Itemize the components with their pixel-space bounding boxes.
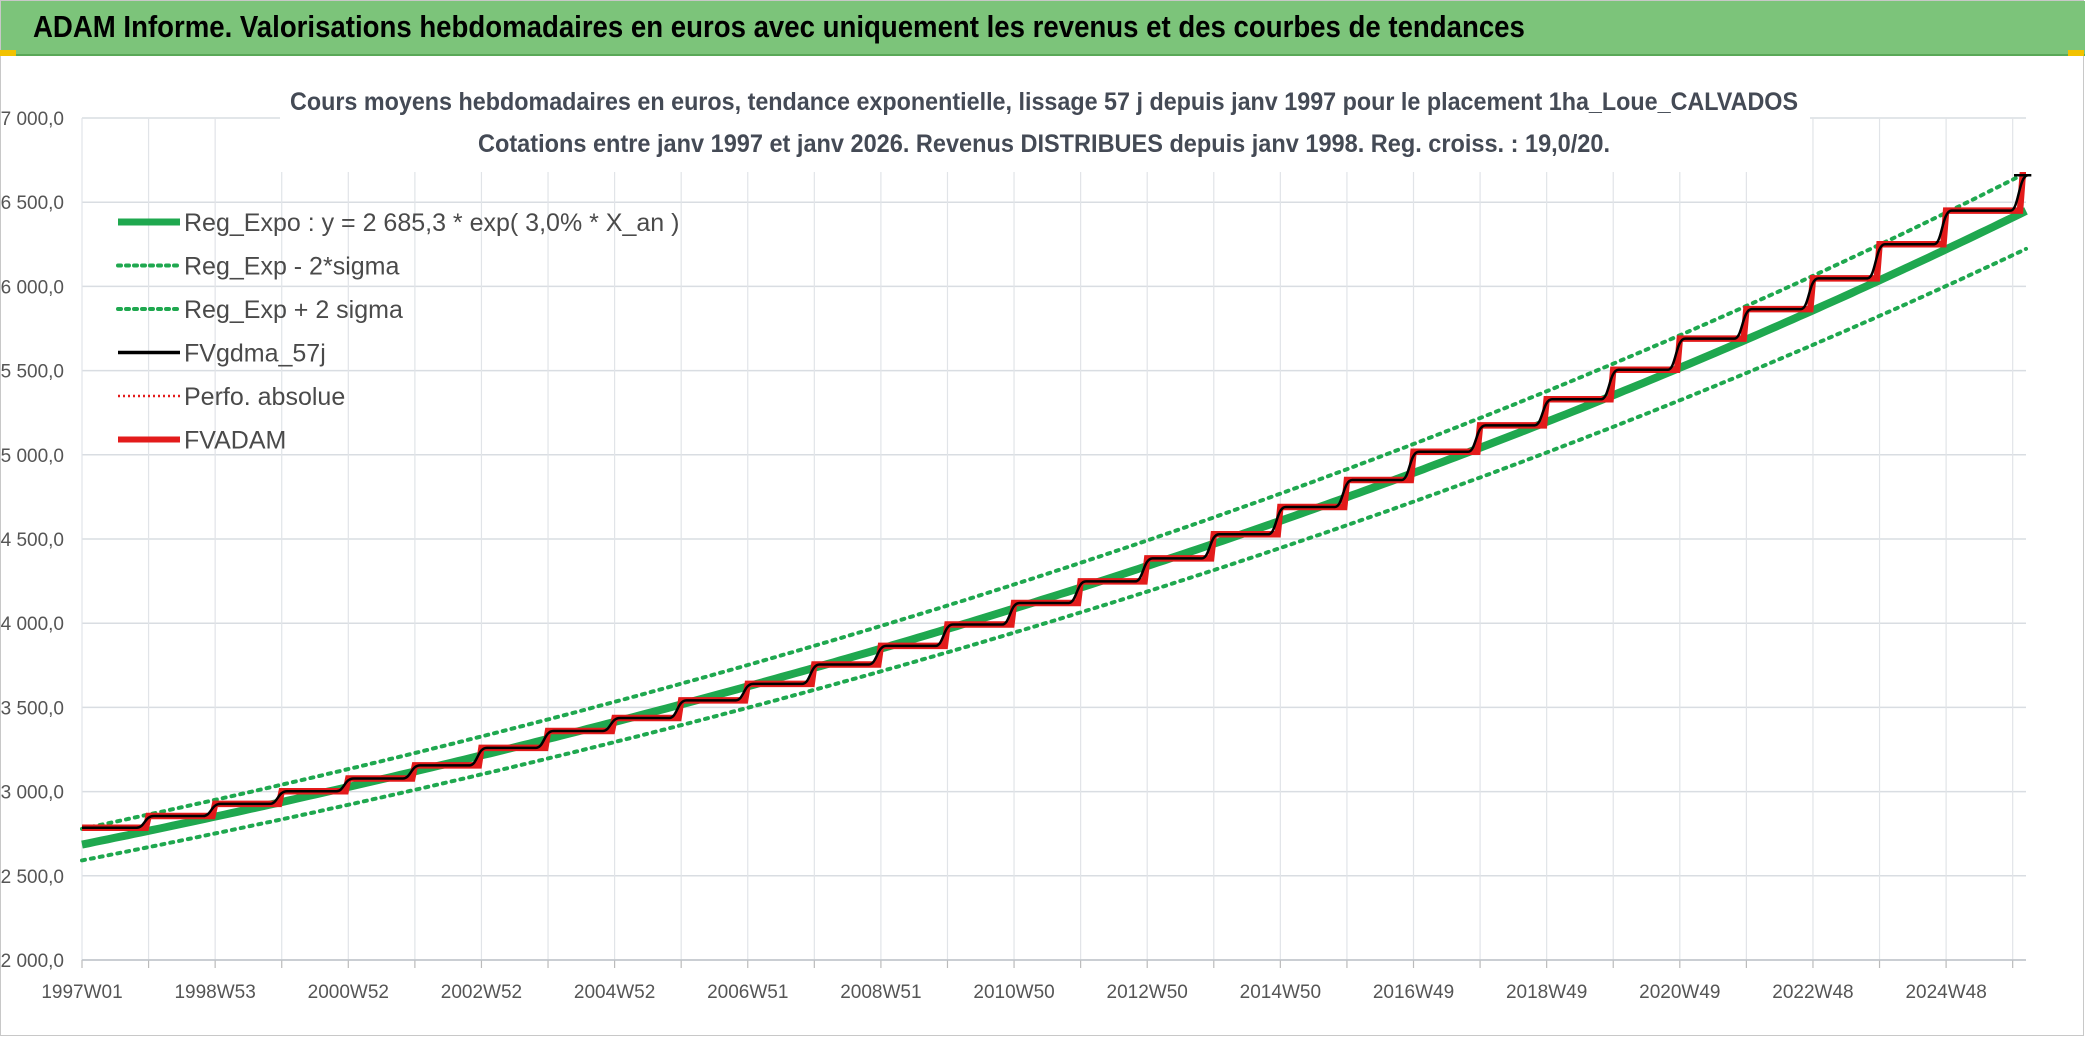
y-tick-label: 2 000,0 [1, 951, 64, 972]
x-tick-label: 2004W52 [574, 982, 655, 1003]
report-title: ADAM Informe. Valorisations hebdomadaire… [33, 9, 1525, 44]
chart-title: Cours moyens hebdomadaires en euros, ten… [290, 88, 1798, 116]
x-tick-label: 2022W48 [1772, 982, 1853, 1003]
corner-marker [0, 50, 16, 56]
legend-label: Perfo. absolue [184, 383, 345, 411]
y-tick-label: 6 000,0 [1, 277, 64, 298]
x-tick-label: 2000W52 [308, 982, 389, 1003]
legend-label: Reg_Exp + 2 sigma [184, 296, 403, 324]
x-tick-label: 2014W50 [1240, 982, 1321, 1003]
legend-label: Reg_Exp - 2*sigma [184, 253, 399, 281]
chart-subtitle: Cotations entre janv 1997 et janv 2026. … [478, 130, 1610, 158]
corner-marker [2068, 50, 2084, 56]
series-reg-plus-2sigma [80, 170, 2028, 831]
x-tick-label: 2010W50 [973, 982, 1054, 1003]
x-tick-label: 2002W52 [441, 982, 522, 1003]
y-tick-label: 2 500,0 [1, 867, 64, 888]
series-reg-minus-2sigma [80, 246, 2028, 863]
x-tick-label: 2008W51 [840, 982, 921, 1003]
legend-label: FVADAM [184, 427, 286, 455]
y-tick-label: 4 000,0 [1, 614, 64, 635]
x-tick-label: 2016W49 [1373, 982, 1454, 1003]
grid [81, 117, 2026, 968]
y-tick-label: 7 000,0 [1, 109, 64, 130]
legend: Reg_Expo : y = 2 685,3 * exp( 3,0% * X_a… [116, 209, 679, 455]
x-tick-label: 2020W49 [1639, 982, 1720, 1003]
x-tick-label: 2006W51 [707, 982, 788, 1003]
x-tick-label: 2012W50 [1107, 982, 1188, 1003]
x-tick-label: 1998W53 [174, 982, 255, 1003]
x-tick-label: 2018W49 [1506, 982, 1587, 1003]
y-tick-label: 5 000,0 [1, 446, 64, 467]
y-tick-label: 3 500,0 [1, 698, 64, 719]
y-tick-label: 6 500,0 [1, 193, 64, 214]
legend-label: FVgdma_57j [184, 340, 326, 368]
x-tick-label: 2024W48 [1905, 982, 1986, 1003]
y-tick-label: 5 500,0 [1, 362, 64, 383]
title-backdrop [280, 82, 1810, 172]
legend-label: Reg_Expo : y = 2 685,3 * exp( 3,0% * X_a… [184, 209, 679, 237]
series-group [80, 170, 2032, 863]
series-reg-expo [81, 207, 2028, 849]
x-tick-label: 1997W01 [41, 982, 122, 1003]
report-header: ADAM Informe. Valorisations hebdomadaire… [1, 1, 2085, 56]
y-tick-label: 3 000,0 [1, 783, 64, 804]
x-axis-ticks: 1997W01 1998W53 2000W52 2002W52 2004W52 2006W… [41, 982, 1986, 1003]
y-tick-label: 4 500,0 [1, 530, 64, 551]
y-axis-ticks: 7 000,0 6 500,0 6 000,0 5 500,0 5 000,0 4 500… [1, 109, 64, 972]
series-fvgdma-57j [82, 174, 2032, 830]
